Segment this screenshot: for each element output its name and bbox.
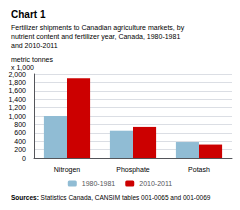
svg-text:Potash: Potash	[188, 166, 210, 173]
svg-text:2,000: 2,000	[8, 71, 26, 78]
svg-text:1,000: 1,000	[8, 113, 26, 120]
svg-text:2010-2011: 2010-2011	[139, 180, 172, 187]
svg-text:600: 600	[14, 129, 26, 136]
svg-text:1,800: 1,800	[8, 79, 26, 86]
svg-text:Statistics Canada, CANSIM tabl: Statistics Canada, CANSIM tables 001-006…	[39, 194, 211, 201]
svg-text:0: 0	[22, 155, 26, 162]
svg-text:400: 400	[14, 138, 26, 145]
svg-text:Phosphate: Phosphate	[116, 166, 150, 174]
svg-text:Fertilizer shipments to Canadi: Fertilizer shipments to Canadian agricul…	[11, 24, 185, 32]
svg-text:1,600: 1,600	[8, 87, 26, 94]
svg-text:1,200: 1,200	[8, 104, 26, 111]
svg-text:1980-1981: 1980-1981	[82, 180, 116, 187]
svg-text:Sources:: Sources:	[11, 194, 39, 201]
svg-text:1,400: 1,400	[8, 96, 26, 103]
svg-text:800: 800	[14, 121, 26, 128]
svg-text:x 1,000: x 1,000	[11, 64, 34, 71]
svg-text:Nitrogen: Nitrogen	[54, 166, 81, 174]
svg-text:metric tonnes: metric tonnes	[11, 56, 54, 63]
svg-text:200: 200	[14, 146, 26, 153]
svg-text:and 2010-2011: and 2010-2011	[11, 42, 58, 49]
svg-text:nutrient content and fertilize: nutrient content and fertilizer year, Ca…	[11, 33, 180, 41]
svg-text:Chart 1: Chart 1	[11, 9, 46, 20]
